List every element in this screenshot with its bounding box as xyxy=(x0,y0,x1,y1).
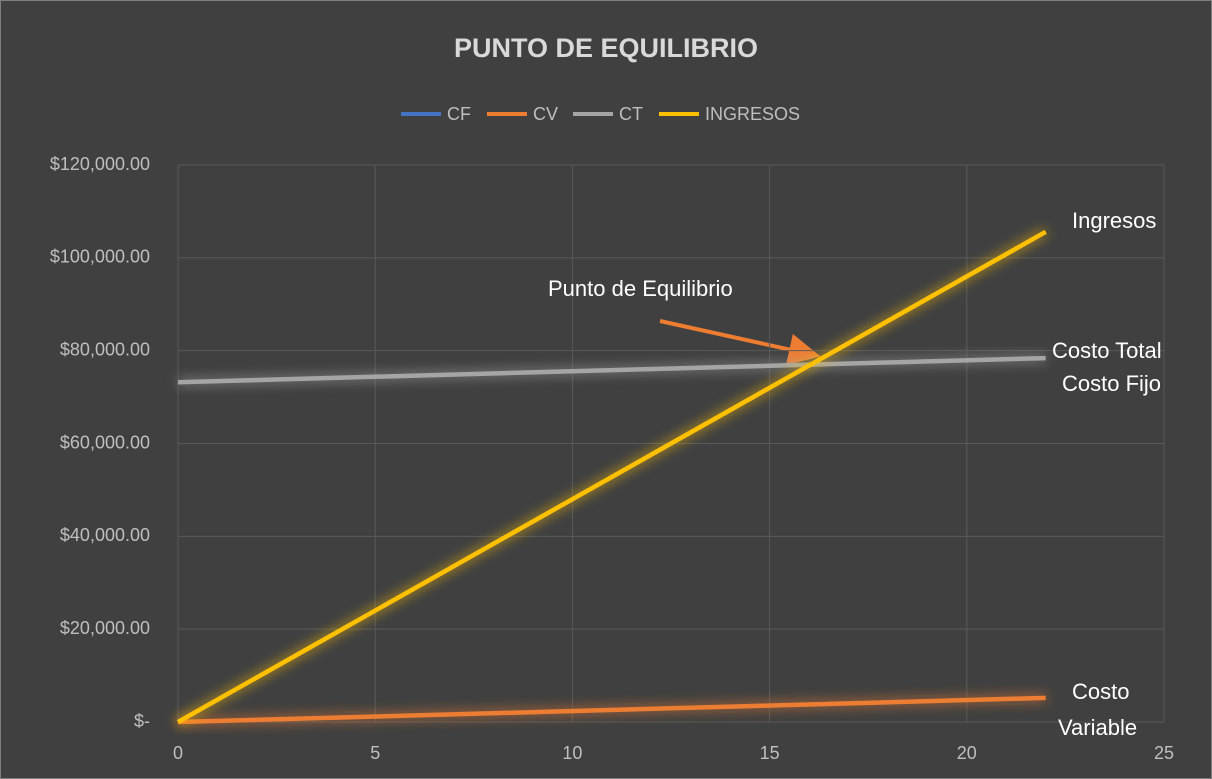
y-tick-label: $80,000.00 xyxy=(60,339,150,359)
chart-title: PUNTO DE EQUILIBRIO xyxy=(454,33,758,63)
y-tick-label: $120,000.00 xyxy=(50,154,150,174)
x-tick-label: 0 xyxy=(173,743,183,763)
y-tick-label: $40,000.00 xyxy=(60,525,150,545)
x-tick-label: 15 xyxy=(760,743,780,763)
annotation: Costo xyxy=(1072,679,1129,704)
annotation: Ingresos xyxy=(1072,208,1156,233)
y-tick-label: $- xyxy=(134,711,150,731)
line-series xyxy=(177,695,1046,725)
legend-label: CT xyxy=(619,104,643,124)
x-tick-label: 20 xyxy=(957,743,977,763)
legend-label: CF xyxy=(447,104,471,124)
line-series xyxy=(177,355,1046,385)
legend-label: INGRESOS xyxy=(705,104,800,124)
annotation: Costo Fijo xyxy=(1062,371,1161,396)
annotation: Variable xyxy=(1058,715,1137,740)
annotation: Costo Total xyxy=(1052,338,1162,363)
x-tick-label: 25 xyxy=(1154,743,1174,763)
x-tick-label: 10 xyxy=(562,743,582,763)
arrow xyxy=(659,319,821,366)
y-tick-label: $20,000.00 xyxy=(60,618,150,638)
x-tick-label: 5 xyxy=(370,743,380,763)
y-tick-label: $60,000.00 xyxy=(60,432,150,452)
line-series xyxy=(176,229,1047,724)
legend-label: CV xyxy=(533,104,558,124)
annotation: Punto de Equilibrio xyxy=(548,276,733,301)
y-tick-label: $100,000.00 xyxy=(50,247,150,267)
